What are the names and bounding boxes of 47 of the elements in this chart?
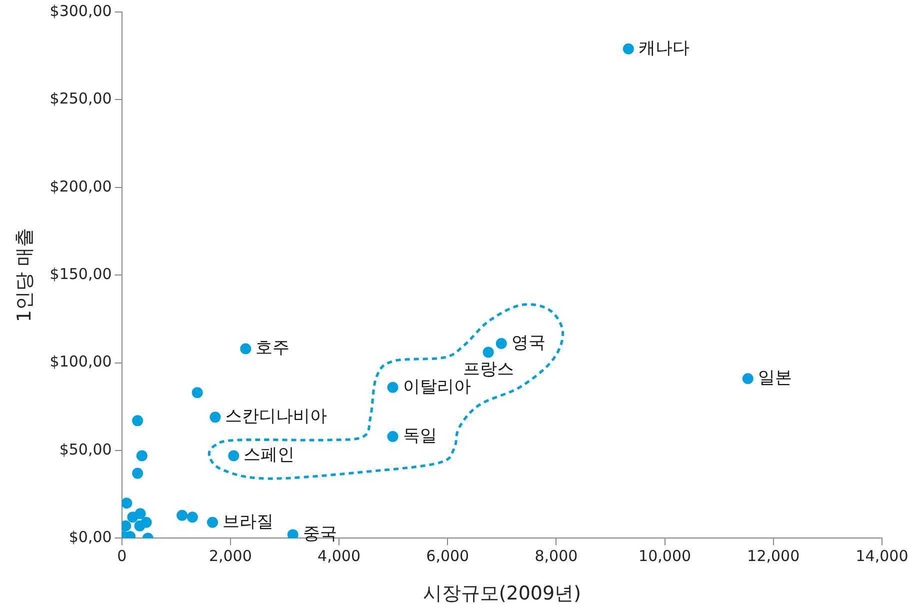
point bbox=[122, 520, 132, 532]
x-tick-label: 12,000 bbox=[747, 547, 800, 566]
point bbox=[176, 510, 188, 521]
point bbox=[240, 343, 252, 354]
x-tick-label: 8,000 bbox=[534, 547, 578, 566]
annotation: 브라질 bbox=[222, 512, 274, 532]
point bbox=[132, 415, 144, 426]
x-tick-label: 10,000 bbox=[638, 547, 692, 566]
y-tick-label: $250,00 bbox=[50, 90, 112, 108]
point bbox=[207, 516, 218, 528]
y-tick-label: $0,00 bbox=[68, 528, 112, 546]
point bbox=[210, 412, 221, 423]
x-tick-label: 14,000 bbox=[856, 547, 908, 566]
y-tick-label: $300,00 bbox=[50, 2, 112, 20]
point bbox=[387, 382, 398, 393]
point bbox=[127, 512, 138, 523]
point bbox=[287, 529, 298, 538]
y-tick-label: $50,00 bbox=[59, 440, 112, 458]
point bbox=[122, 498, 132, 509]
y-tick-label: $100,00 bbox=[50, 352, 112, 371]
point bbox=[192, 387, 203, 398]
point bbox=[134, 520, 146, 532]
point bbox=[742, 373, 754, 384]
annotation: 스칸디나비아 bbox=[225, 406, 328, 427]
point bbox=[622, 43, 634, 54]
point bbox=[482, 346, 494, 358]
annotation: 영국 bbox=[511, 332, 546, 353]
x-tick-label: 6,000 bbox=[426, 547, 470, 566]
x-tick-label: 2,000 bbox=[208, 547, 252, 566]
annotation: 일본 bbox=[758, 368, 792, 388]
point bbox=[496, 338, 507, 350]
annotation: 독일 bbox=[402, 426, 437, 446]
point bbox=[136, 450, 148, 462]
point bbox=[132, 468, 144, 479]
x-axis-title: 시장규모(2009년) bbox=[422, 582, 582, 605]
annotation: 호주 bbox=[256, 338, 290, 358]
point bbox=[387, 430, 398, 442]
annotation: 스페인 bbox=[244, 445, 295, 466]
y-axis-title: 1인당 매출 bbox=[13, 228, 36, 322]
annotation: 캐나다 bbox=[638, 38, 690, 58]
y-tick-label: $200,00 bbox=[50, 177, 112, 196]
annotation: 중국 bbox=[302, 524, 337, 544]
point bbox=[228, 450, 240, 462]
point bbox=[186, 512, 198, 523]
x-tick-label: 0 bbox=[117, 547, 127, 566]
x-tick-label: 4,000 bbox=[318, 547, 360, 566]
y-tick-label: $150,00 bbox=[50, 264, 112, 283]
